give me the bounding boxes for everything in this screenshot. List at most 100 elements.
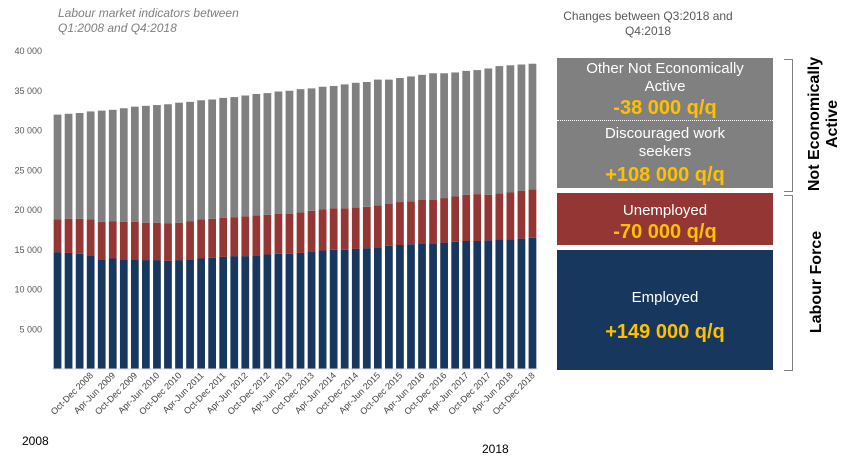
unemployed-bar [97, 221, 106, 260]
inactive-bar [296, 89, 305, 213]
unemployed-bar [351, 207, 360, 249]
not-active-box: Other Not Economically Active -38 000 q/… [557, 58, 773, 188]
inactive-bar [130, 106, 139, 222]
unemployed-bar [274, 213, 283, 254]
employed-bar [153, 260, 161, 369]
unemployed-bar [108, 221, 117, 259]
inactive-bar [440, 73, 448, 199]
employed-value: +149 000 q/q [605, 321, 725, 343]
unemployed-bar [208, 218, 217, 258]
employed-bar [296, 252, 305, 369]
inactive-bar [318, 86, 327, 210]
not-economically-active-label: Not Economically Active [806, 56, 841, 192]
y-tick-label: 25 000 [14, 165, 42, 175]
employed-bar [219, 256, 228, 369]
inactive-bar [153, 105, 161, 223]
employed-bar [329, 249, 338, 369]
unemployed-bar [296, 212, 305, 253]
employed-bar [86, 255, 95, 369]
inactive-bar [263, 93, 272, 215]
divider [557, 120, 773, 121]
employed-bar [451, 241, 460, 369]
discouraged-value: +108 000 q/q [605, 164, 725, 186]
employed-bar [130, 259, 139, 369]
inactive-bar [175, 102, 183, 223]
chart-title: Labour market indicators between Q1:2008… [58, 6, 239, 35]
employed-bar [142, 260, 150, 369]
employed-bar [473, 241, 482, 369]
employed-bar [418, 243, 426, 369]
unemployed-box: Unemployed -70 000 q/q [557, 193, 773, 245]
unemployed-bar [484, 194, 493, 241]
unemployed-bar [153, 222, 161, 261]
year-start-label: 2008 [22, 434, 49, 448]
employed-bar [241, 256, 250, 369]
y-tick-label: 10 000 [14, 285, 42, 295]
unemployed-bar [495, 193, 504, 240]
inactive-bar [219, 97, 228, 218]
y-tick-label: 35 000 [14, 86, 42, 96]
inactive-bar [451, 72, 460, 197]
inactive-bar [362, 82, 371, 207]
employed-bar [318, 250, 327, 369]
unemployed-bar [362, 206, 371, 249]
employed-bar [197, 258, 205, 370]
unemployed-bar [373, 205, 382, 248]
unemployed-bar [219, 217, 228, 257]
inactive-bar [197, 100, 205, 220]
unemployed-bar [340, 208, 349, 250]
inactive-bar [252, 93, 261, 216]
year-end-label: 2018 [482, 442, 509, 456]
employed-bar [252, 255, 261, 369]
unemployed-bar [407, 201, 415, 245]
employed-bar [307, 251, 316, 369]
y-tick-label: 20 000 [14, 205, 42, 215]
employed-bar [440, 242, 448, 369]
labour-force-label: Labour Force [808, 230, 825, 334]
inactive-bar [86, 111, 95, 220]
inactive-bar [108, 109, 117, 222]
changes-panel-title: Changes between Q3:2018 and Q4:2018 [563, 9, 733, 38]
inactive-bar [385, 79, 393, 204]
unemployed-bar [263, 214, 272, 255]
employed-bar [340, 249, 349, 369]
unemployed-bar [506, 192, 515, 240]
unemployed-bar [241, 216, 250, 257]
discouraged-label: Discouraged work seekers [604, 125, 726, 160]
unemployed-bar [462, 194, 471, 241]
unemployed-bar [528, 189, 537, 238]
inactive-bar [351, 82, 360, 208]
employed-bar [373, 247, 382, 370]
y-axis: 5 000 10 000 15 000 20 000 25 000 30 000 35 00… [14, 46, 42, 334]
unemployed-bar [517, 190, 526, 239]
unemployed-bar [440, 198, 448, 243]
other-inactive-value: -38 000 q/q [613, 97, 717, 119]
employed-bar [285, 253, 294, 369]
employed-bar [230, 256, 239, 369]
y-tick-label: 15 000 [14, 245, 42, 255]
unemployed-bar [318, 209, 327, 251]
inactive-bar [473, 70, 482, 195]
employed-bar [528, 237, 537, 369]
inactive-bar [340, 84, 349, 209]
unemployed-bar [429, 199, 437, 244]
unemployed-value: -70 000 q/q [613, 221, 717, 243]
inactive-bar [119, 108, 128, 222]
employed-bar [186, 259, 194, 369]
inactive-bar [506, 65, 515, 193]
employed-bar [263, 254, 272, 369]
inactive-bar [208, 99, 217, 219]
unemployed-bar [64, 218, 73, 253]
other-inactive-label: Other Not Economically Active [586, 60, 744, 95]
inactive-bar [307, 88, 316, 211]
employed-bar [75, 253, 84, 369]
labour-force-bracket [784, 195, 793, 371]
employed-bar [274, 253, 283, 369]
inactive-bar [407, 76, 415, 202]
employed-bar [53, 252, 62, 369]
y-tick-label: 40 000 [14, 46, 42, 56]
unemployed-bar [197, 219, 205, 259]
unemployed-bar [396, 202, 404, 245]
inactive-bar [396, 78, 404, 203]
unemployed-bar [285, 213, 294, 254]
